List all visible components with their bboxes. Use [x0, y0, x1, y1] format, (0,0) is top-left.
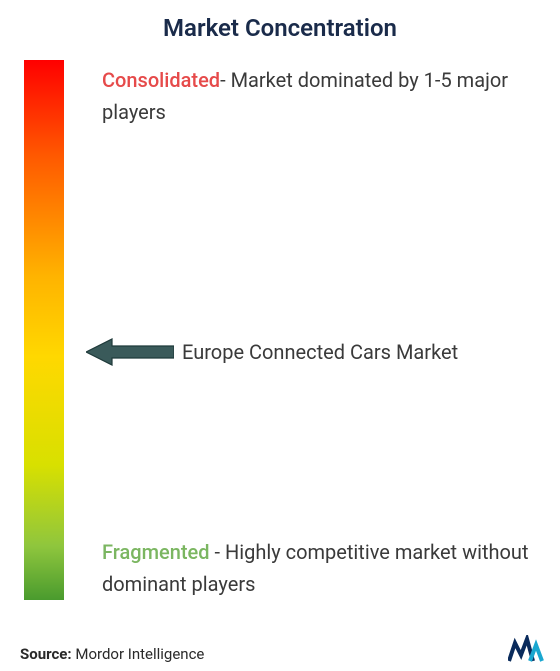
market-position-marker: Europe Connected Cars Market: [86, 336, 458, 368]
source-value: Mordor Intelligence: [75, 645, 204, 663]
arrow-left-icon: [86, 336, 174, 368]
source-label: Source:: [20, 645, 72, 663]
chart-footer: Source: Mordor Intelligence: [20, 635, 548, 663]
concentration-gradient-bar: [24, 60, 64, 600]
source-text: Source: Mordor Intelligence: [20, 645, 204, 663]
mordor-intelligence-logo-icon: [508, 635, 548, 663]
consolidated-label-block: Consolidated- Market dominated by 1-5 ma…: [102, 64, 554, 128]
chart-title: Market Concentration: [0, 0, 560, 50]
fragmented-key: Fragmented: [102, 540, 210, 564]
marker-label: Europe Connected Cars Market: [182, 340, 458, 364]
chart-body: Consolidated- Market dominated by 1-5 ma…: [0, 60, 560, 620]
fragmented-label-block: Fragmented - Highly competitive market w…: [102, 536, 554, 600]
consolidated-key: Consolidated: [102, 68, 220, 92]
